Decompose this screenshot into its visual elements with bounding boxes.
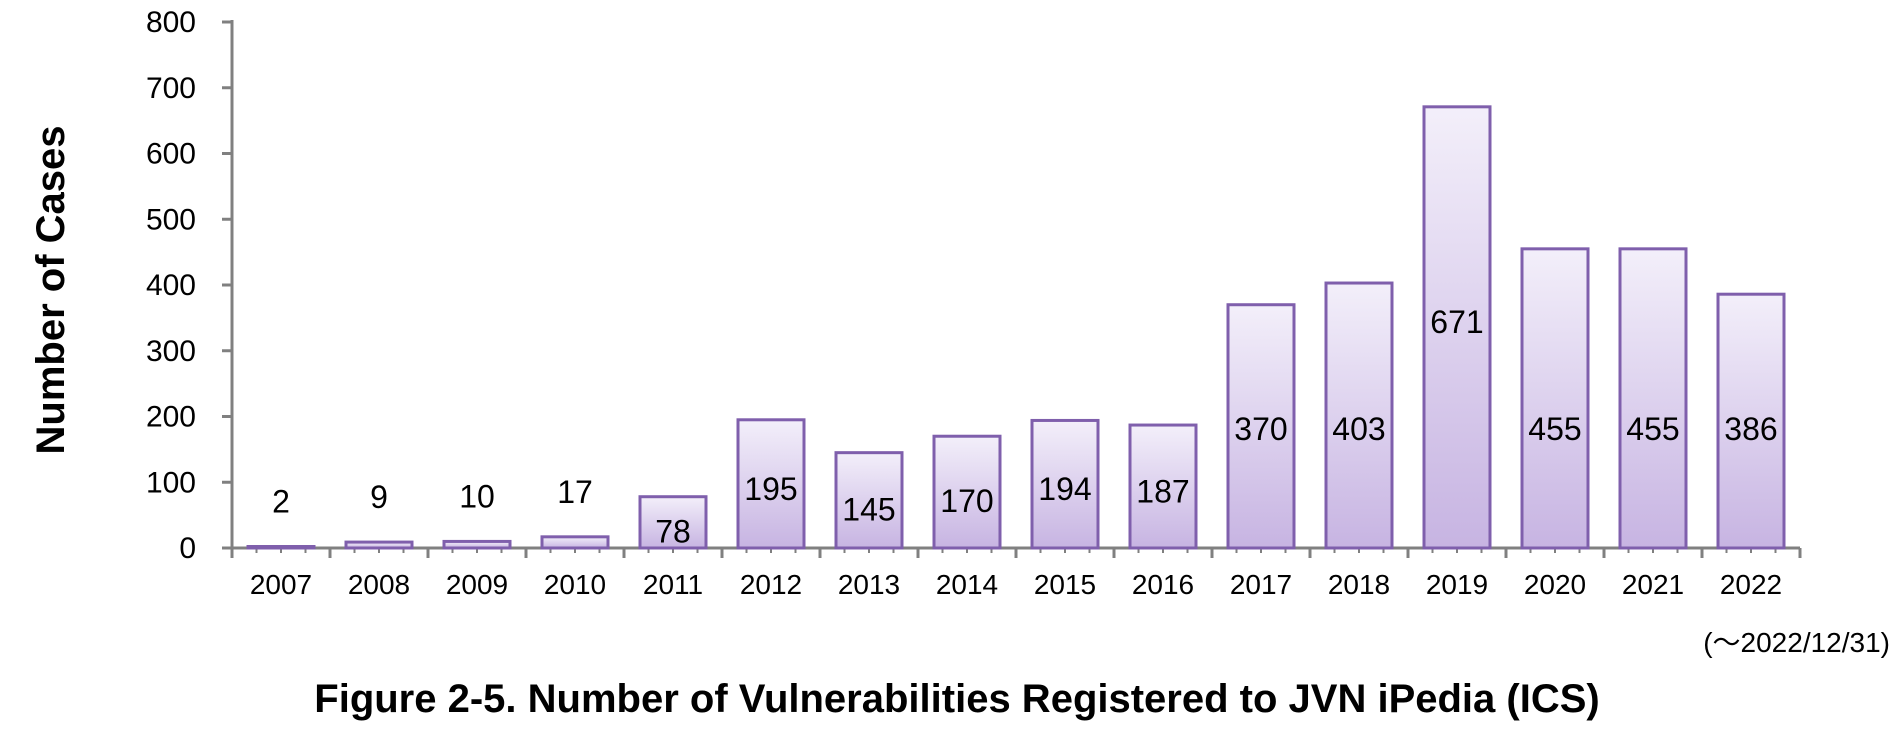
x-tick-label: 2010 [544, 569, 606, 600]
bar [442, 539, 512, 550]
y-axis-title: Number of Cases [29, 126, 73, 455]
bar [1422, 105, 1492, 550]
data-label: 194 [1038, 471, 1091, 507]
data-label: 17 [557, 474, 593, 510]
x-tick-label: 2014 [936, 569, 998, 600]
figure-caption: Figure 2-5. Number of Vulnerabilities Re… [314, 677, 1599, 721]
bar [1618, 247, 1688, 550]
x-tick-label: 2016 [1132, 569, 1194, 600]
x-tick-label: 2022 [1720, 569, 1782, 600]
data-label: 195 [744, 471, 797, 507]
y-tick-label: 500 [146, 203, 196, 236]
data-label: 2 [272, 484, 290, 520]
x-tick-label: 2013 [838, 569, 900, 600]
data-label: 170 [940, 483, 993, 519]
data-labels: 2 9 10 17 78 195 145 170 194 187 370 403 671 455 455 38… [272, 304, 1778, 550]
data-label: 10 [459, 478, 495, 514]
bar [1520, 247, 1590, 550]
y-tick-label: 200 [146, 401, 196, 434]
data-label: 403 [1332, 411, 1385, 447]
bar [1324, 281, 1394, 550]
data-label: 671 [1430, 304, 1483, 340]
x-tick-label: 2018 [1328, 569, 1390, 600]
data-label: 9 [370, 479, 388, 515]
bar [540, 535, 610, 550]
y-tick-label: 600 [146, 138, 196, 171]
x-tick-label: 2011 [643, 569, 703, 600]
bar [834, 451, 904, 550]
x-axis: 2007 2008 2009 2010 2011 2012 2013 2014 2015 2016… [230, 546, 1802, 600]
bar [638, 495, 708, 550]
date-note: (～2022/12/31) [1703, 627, 1890, 658]
data-label: 455 [1528, 411, 1581, 447]
data-label: 386 [1724, 411, 1777, 447]
bar [246, 545, 316, 550]
y-tick-label: 800 [146, 6, 196, 39]
y-tick-label: 300 [146, 335, 196, 368]
x-tick-label: 2019 [1426, 569, 1488, 600]
bar [1128, 423, 1198, 550]
bar [932, 434, 1002, 550]
y-tick-label: 100 [146, 466, 196, 499]
x-tick-label: 2008 [348, 569, 410, 600]
data-label: 370 [1234, 411, 1287, 447]
bar [344, 540, 414, 550]
bar [736, 418, 806, 550]
bars [246, 105, 1786, 550]
y-tick-label: 700 [146, 72, 196, 105]
y-tick-label: 0 [179, 532, 196, 565]
data-label: 455 [1626, 411, 1679, 447]
x-tick-label: 2012 [740, 569, 802, 600]
bar [1226, 303, 1296, 550]
x-tick-label: 2021 [1622, 569, 1684, 600]
x-tick-label: 2020 [1524, 569, 1586, 600]
x-tick-label: 2017 [1230, 569, 1292, 600]
x-tick-label: 2015 [1034, 569, 1096, 600]
y-tick-label: 400 [146, 269, 196, 302]
bar [1716, 292, 1786, 550]
y-axis: 0 100 200 300 400 500 600 700 800 [146, 6, 234, 565]
data-label: 187 [1136, 474, 1189, 510]
data-label: 145 [842, 491, 895, 527]
bar [1030, 418, 1100, 550]
x-tick-label: 2007 [250, 569, 312, 600]
x-tick-label: 2009 [446, 569, 508, 600]
data-label: 78 [655, 513, 691, 549]
